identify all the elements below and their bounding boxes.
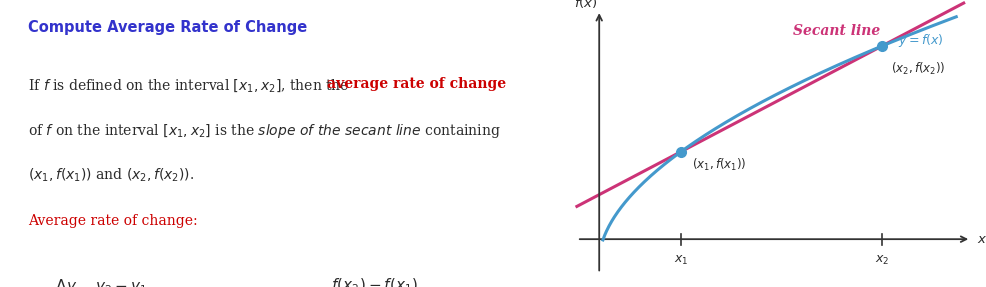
Text: $m = \dfrac{\Delta y}{\Delta x} = \dfrac{y_2 - y_1}{x_2 - x_1}$: $m = \dfrac{\Delta y}{\Delta x} = \dfrac… [22,277,149,287]
Text: $m = \dfrac{f(x_2) - f(x_1)}{x_2 - x_1}$: $m = \dfrac{f(x_2) - f(x_1)}{x_2 - x_1}$ [298,277,419,287]
Text: $(x_1, f(x_1))$ and $(x_2, f(x_2))$.: $(x_1, f(x_1))$ and $(x_2, f(x_2))$. [28,166,194,184]
Text: Average rate of change:: Average rate of change: [28,214,197,228]
Text: $x_1$: $x_1$ [673,254,688,267]
Text: $f(x)$: $f(x)$ [574,0,598,10]
Text: of $f$ on the interval $[x_1, x_2]$ is the $\mathit{slope\ of\ the\ secant\ line: of $f$ on the interval $[x_1, x_2]$ is t… [28,122,500,140]
Text: $(x_1, f(x_1))$: $(x_1, f(x_1))$ [692,157,746,173]
Text: $y = f(x)$: $y = f(x)$ [898,32,944,49]
Text: $x_2$: $x_2$ [875,254,889,267]
Text: If $f$ is defined on the interval $[x_1, x_2]$, then the: If $f$ is defined on the interval $[x_1,… [28,77,350,94]
Text: Compute Average Rate of Change: Compute Average Rate of Change [28,20,307,35]
Text: Secant line: Secant line [793,24,880,38]
Text: $(x_2, f(x_2))$: $(x_2, f(x_2))$ [890,61,946,77]
Text: average rate of change: average rate of change [327,77,507,92]
Text: $x$: $x$ [977,233,986,246]
